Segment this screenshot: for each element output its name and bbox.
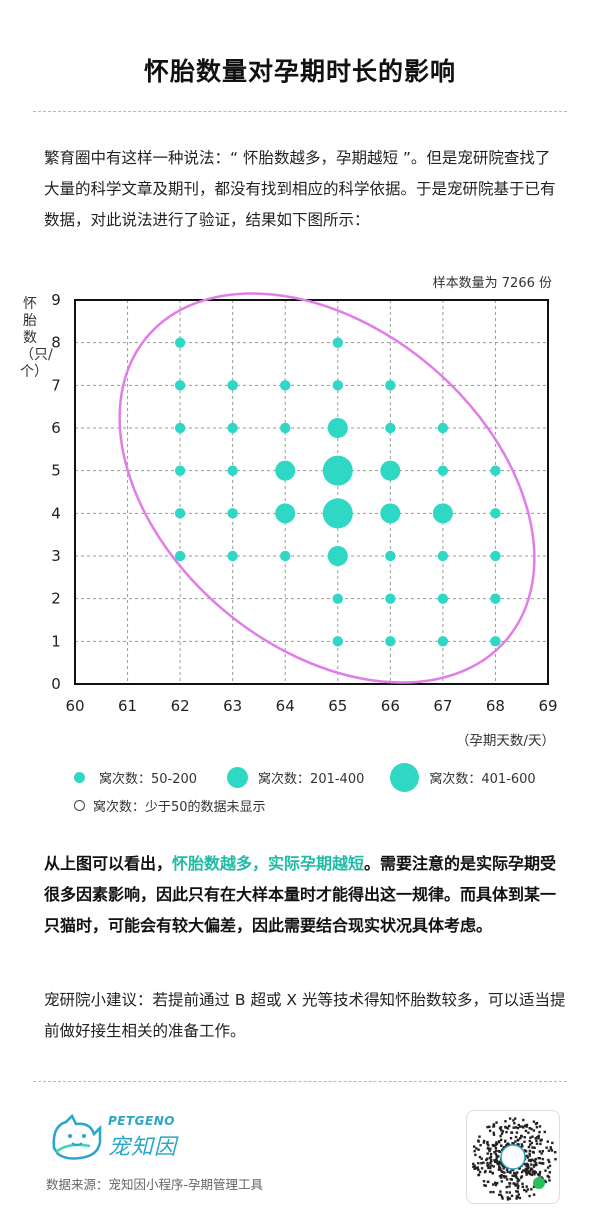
data-point	[174, 550, 186, 562]
y-tick-label: 5	[51, 462, 61, 480]
x-tick-label: 65	[328, 697, 347, 715]
legend-item-medium: 窝次数：201-400	[227, 766, 365, 788]
y-tick-label: 9	[51, 291, 61, 309]
data-point	[174, 422, 186, 434]
data-point	[174, 380, 186, 391]
advice-paragraph: 宠研院小建议：若提前通过 B 超或 X 光等技术得知怀胎数较多，可以适当提前做好…	[44, 991, 566, 1040]
data-point	[174, 465, 186, 476]
data-point	[332, 380, 343, 391]
trend-ellipse	[118, 292, 536, 684]
data-point	[227, 380, 238, 391]
x-tick-label: 62	[171, 697, 190, 715]
y-tick-label: 0	[51, 675, 61, 693]
y-tick-label: 7	[51, 376, 61, 394]
data-point	[385, 593, 396, 604]
data-point	[227, 465, 238, 476]
hollow-circle-icon	[74, 800, 85, 811]
y-tick-label: 6	[51, 419, 61, 437]
legend-dot-medium	[227, 766, 249, 788]
data-point	[227, 550, 238, 562]
x-tick-label: 63	[223, 697, 242, 715]
legend-label-medium: 窝次数：201-400	[258, 771, 365, 787]
data-point	[437, 550, 449, 562]
legend: 窝次数：50-200 窝次数：201-400 窝次数：401-600	[74, 762, 536, 792]
data-point	[227, 422, 238, 434]
data-point	[490, 550, 501, 562]
data-point	[174, 508, 186, 519]
y-tick-label: 8	[51, 334, 61, 352]
data-point	[385, 636, 396, 647]
legend-dot-large	[390, 762, 420, 792]
data-point	[280, 550, 291, 562]
data-point	[490, 636, 501, 647]
x-tick-label: 68	[486, 697, 505, 715]
x-tick-label: 69	[538, 697, 557, 715]
x-tick-label: 64	[276, 697, 295, 715]
data-point	[437, 593, 449, 604]
data-point	[275, 503, 296, 524]
y-tick-label: 3	[51, 547, 61, 565]
data-point	[174, 337, 186, 348]
plot-frame	[74, 299, 549, 685]
legend-item-large: 窝次数：401-600	[390, 762, 536, 792]
bottom-divider	[33, 1081, 567, 1082]
sample-size-note: 样本数量为 7266 份	[432, 276, 552, 291]
brand-logo: PETGENO 宠知因	[46, 1112, 236, 1164]
x-tick-label: 61	[118, 697, 137, 715]
data-point	[327, 418, 348, 438]
data-point	[332, 636, 343, 647]
data-point	[385, 380, 396, 391]
data-point	[385, 422, 396, 434]
conclusion-highlight: 怀胎数越多，实际孕期越短	[172, 854, 365, 873]
data-point	[327, 546, 348, 566]
conclusion-lead: 从上图可以看出，	[44, 854, 173, 873]
y-tick-label: 1	[51, 632, 61, 650]
legend-label-small: 窝次数：50-200	[99, 771, 198, 787]
top-divider	[33, 111, 567, 112]
data-point	[490, 593, 501, 604]
data-point	[437, 422, 449, 434]
data-point	[437, 636, 449, 647]
data-point	[380, 460, 401, 481]
page-title: 怀胎数量对孕期时长的影响	[143, 57, 456, 86]
conclusion-rest: 。需要注意的是实际孕期受很多因素影响，因此只有在大样本量时才能得出这一规律。而具…	[44, 854, 557, 935]
x-tick-label: 67	[433, 697, 452, 715]
brand-name-cn: 宠知因	[108, 1135, 178, 1160]
y-tick-label: 4	[51, 504, 61, 522]
data-point	[432, 503, 453, 524]
y-tick-label: 2	[51, 590, 61, 608]
brand-name-en: PETGENO	[108, 1114, 175, 1128]
intro-paragraph: 繁育圈中有这样一种说法：“ 怀胎数越多，孕期越短 ”。但是宠研院查找了大量的科学…	[44, 149, 556, 229]
legend-dot-small	[74, 771, 85, 783]
data-point	[280, 380, 291, 391]
x-tick-label: 66	[381, 697, 400, 715]
data-point	[385, 550, 396, 562]
data-point	[380, 503, 401, 524]
data-point	[490, 465, 501, 476]
data-point	[322, 455, 353, 486]
conclusion-paragraph: 从上图可以看出，怀胎数越多，实际孕期越短。需要注意的是实际孕期受很多因素影响，因…	[44, 848, 566, 941]
data-point	[332, 593, 343, 604]
data-point	[490, 508, 501, 519]
data-point	[280, 422, 291, 434]
cat-logo-icon	[52, 1113, 102, 1160]
legend-note-text: 窝次数：少于50的数据未显示	[93, 800, 266, 815]
x-tick-label: 60	[65, 697, 84, 715]
x-axis-label: （孕期天数/天）	[455, 733, 555, 749]
data-point	[275, 460, 296, 481]
data-point	[437, 465, 449, 476]
qr-code-icon	[472, 1117, 557, 1201]
data-source: 数据来源：宠知因小程序-孕期管理工具	[46, 1177, 264, 1192]
data-point	[227, 508, 238, 519]
data-point	[332, 337, 343, 348]
qr-code	[466, 1110, 560, 1204]
legend-item-small: 窝次数：50-200	[74, 768, 197, 787]
legend-label-large: 窝次数：401-600	[429, 771, 536, 787]
data-point	[322, 498, 353, 529]
legend-note: 窝次数：少于50的数据未显示	[74, 796, 266, 815]
